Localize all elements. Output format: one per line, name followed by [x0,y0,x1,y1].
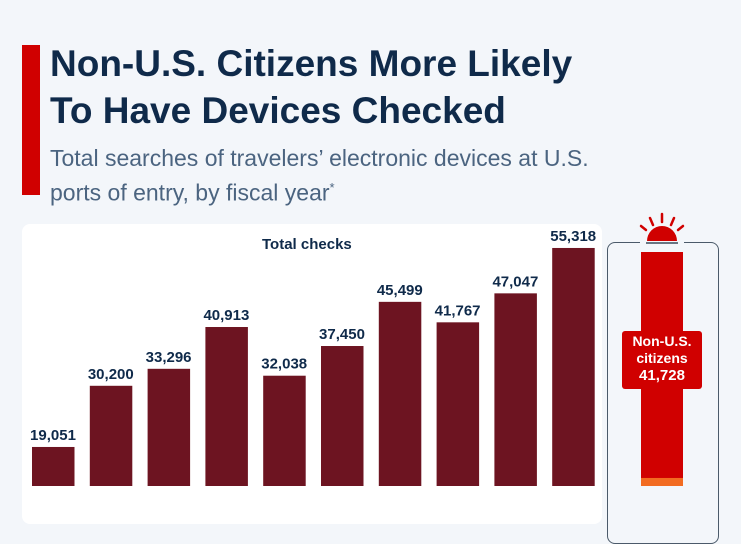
data-label: 41,767 [435,302,481,319]
bar [32,446,75,486]
bar [263,375,306,486]
data-label: 40,913 [203,307,249,324]
data-label: 47,047 [492,273,538,290]
bar [378,301,422,486]
series-label: Total checks [262,236,352,253]
highlight-callout: Non-U.S. citizens 41,728 [622,331,702,389]
bar-chart: 19,051 30,200 33,296 40,913 32,038 37,450 45,4… [30,212,685,486]
data-label: 55,318 [550,228,596,245]
data-label: 19,051 [30,427,76,444]
data-label: 45,499 [377,282,423,299]
data-label: 33,296 [146,349,192,366]
data-label: 32,038 [261,356,307,373]
bar [147,368,191,486]
chart-subtitle: Total searches of travelers’ electronic … [50,145,589,206]
siren-icon [639,212,685,252]
accent-bar [22,45,40,195]
bar [205,327,248,486]
chart-title: Non-U.S. Citizens More Likely To Have Dev… [50,43,573,131]
bar [494,293,537,486]
data-label: 30,200 [88,366,134,383]
bar [321,346,364,486]
bar [89,385,133,486]
data-label: 37,450 [319,326,365,343]
bar [552,247,595,486]
bar [436,322,480,486]
